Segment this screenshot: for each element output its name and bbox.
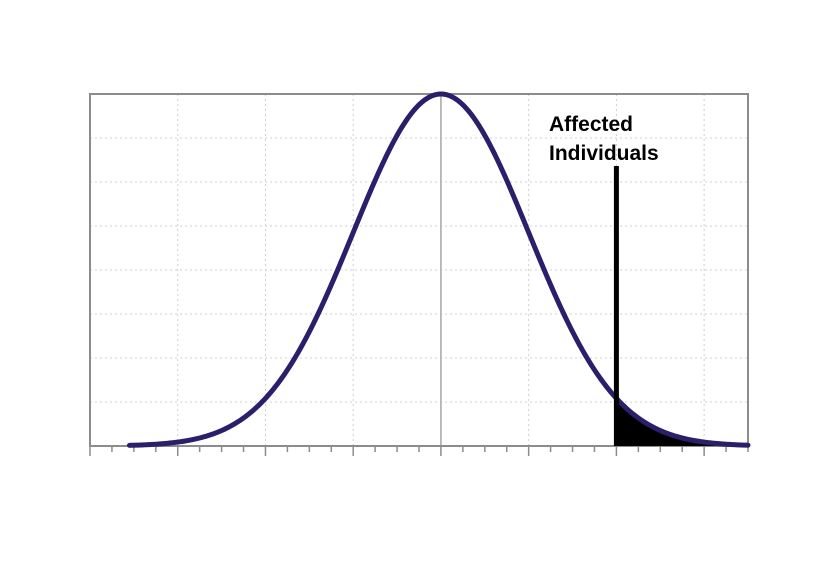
annotation-line-1: Affected	[549, 113, 633, 136]
normal-curve	[126, 91, 751, 448]
x-axis-ticks	[89, 446, 749, 456]
annotation-line-2: Individuals	[549, 142, 659, 165]
affected-tail-area	[616, 398, 748, 446]
